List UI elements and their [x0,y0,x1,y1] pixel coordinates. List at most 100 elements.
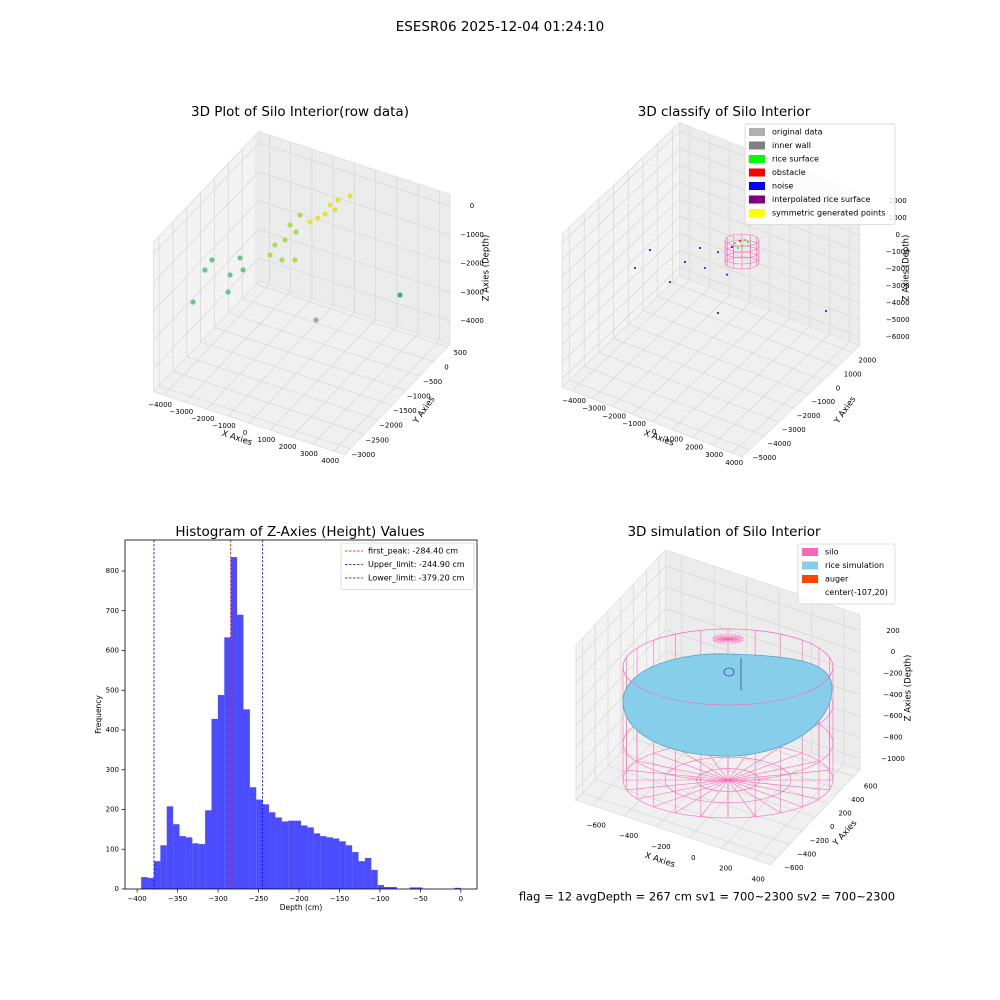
auger [723,667,735,677]
point [347,193,353,199]
silo-floor-spoke [727,752,803,781]
x-tick-label: 0 [652,428,656,436]
bar [217,695,225,889]
bar [147,877,154,889]
bar [192,843,199,889]
legend-label: first_peak: -284.40 cm [368,547,458,556]
bar [371,869,378,889]
x-tick-label: −400 [128,895,147,903]
grid-line [153,200,451,312]
silo-roof-spoke [727,638,742,643]
bar [166,806,174,889]
z-tick-label: −3000 [460,288,484,296]
x-tick-label: −2000 [602,412,626,420]
grid-line [561,215,860,328]
y-tick-label: −500 [423,378,442,386]
y-tick-label: −4000 [767,440,791,448]
silo-roof-spoke [727,637,744,640]
grid-line [642,157,824,381]
x-tick-label: 0 [459,895,463,903]
bar [224,637,231,889]
bar [281,821,289,889]
bar [384,887,391,889]
point [267,252,273,258]
grid-line [613,185,794,409]
legend-label: noise [772,182,793,191]
z-tick-label: −200 [883,670,902,678]
point [738,239,742,243]
silo-floor-spoke [727,779,830,791]
point [279,257,285,263]
bar [345,845,353,889]
point [397,292,403,298]
x-tick-label: −600 [587,821,606,829]
z-axis-label: Z Axies (Depth) [482,235,492,302]
y-tick-label: −2000 [797,412,821,420]
silo-roof-spoke [719,633,729,640]
z-tick-label: 2000 [889,197,907,205]
bar [307,827,314,889]
x-tick-label: −1000 [212,422,236,430]
bar [454,887,461,889]
legend-patch [749,168,765,177]
grid-line [657,143,838,367]
silo-roof-spoke [727,633,733,640]
grid-line [575,565,861,662]
y-tick-label: 600 [106,647,119,655]
bar [294,820,301,889]
bar [141,877,148,889]
silo-floor-spoke [653,779,729,808]
silo-floor-spoke [727,760,819,781]
bar [249,787,257,889]
x-tick-label: 2000 [685,443,703,451]
bar [275,817,282,889]
subplot: 3D classify of Silo Interior−4000−3000−2… [561,104,912,467]
silo-ring [622,628,834,706]
y-tick-label: −1000 [811,398,835,406]
legend-label: interpolated rice surface [772,195,870,204]
point [240,267,246,273]
grid-line [333,191,440,452]
point [297,212,303,218]
legend-box [744,123,896,225]
grid-line [312,184,419,445]
silo-floor-spoke [727,779,803,808]
legend-label: auger [825,575,849,584]
point [746,240,750,244]
grid-line [291,177,398,438]
bar [377,885,385,889]
subplot: 3D simulation of Silo Interior −600 −400 −2… [575,524,914,883]
point [225,289,231,295]
z-tick-label: −600 [883,712,902,720]
grid-line [163,135,270,396]
grid-line [591,134,711,399]
z-tick-label: −1000 [881,755,905,763]
grid-line [575,586,861,683]
z-tick-label: −2000 [886,265,910,273]
point [307,219,313,225]
point [322,211,328,217]
grid-line [582,638,777,859]
y-tick-label: −600 [784,864,803,872]
x-tick-label: −400 [619,832,638,840]
grid-line [153,257,451,369]
bar [153,861,161,889]
silo-floor-spoke [727,746,781,781]
y-tick-label: 600 [864,782,877,790]
silo-floor-spoke [727,779,781,814]
bar [211,718,218,889]
legend-patch [802,575,818,583]
legend-patch [802,548,818,556]
z-tick-label: 0 [470,202,474,210]
point [824,309,828,313]
y-tick-label: 500 [106,686,119,694]
point [327,202,333,208]
grid-line [731,188,851,454]
y-tick-label: −2500 [365,436,389,444]
y-axis-label: Frequency [94,695,103,734]
silo-roof-spoke [716,634,729,640]
x-tick-label: 0 [243,429,247,437]
bar [205,810,212,889]
grid-line [607,611,803,832]
bar [179,836,186,889]
